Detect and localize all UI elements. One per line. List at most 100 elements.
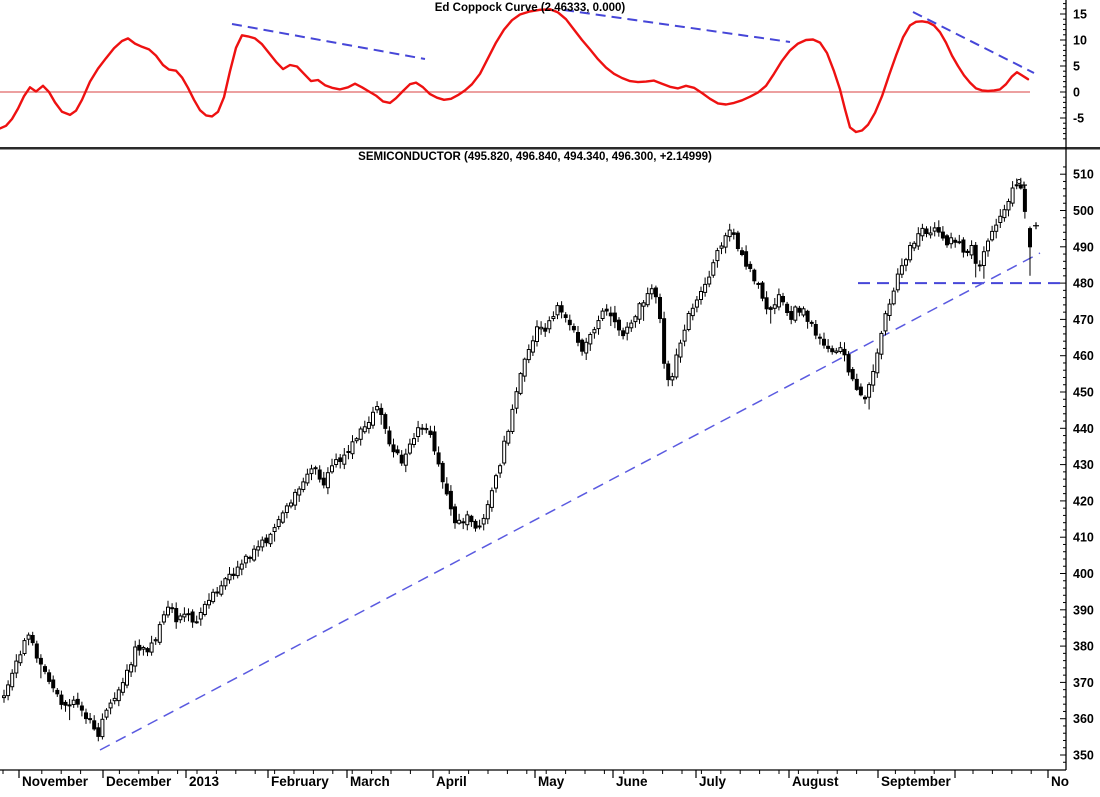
- candle: [108, 702, 113, 709]
- candle: [313, 467, 318, 470]
- price-tick-label: 420: [1073, 494, 1094, 508]
- candle: [436, 452, 441, 465]
- candle: [88, 718, 93, 721]
- candle: [75, 698, 80, 705]
- x-axis-month-label: December: [106, 774, 172, 789]
- x-axis-month-label: August: [792, 774, 839, 789]
- candle: [153, 639, 158, 642]
- price-tick-label: 500: [1073, 204, 1094, 218]
- candle: [834, 350, 839, 353]
- candle: [22, 640, 27, 654]
- candle: [973, 244, 978, 264]
- candle: [243, 555, 248, 564]
- candle: [1018, 184, 1023, 189]
- candle: [514, 391, 519, 409]
- x-axis-month-label: June: [616, 774, 648, 789]
- candle: [858, 386, 863, 396]
- candle: [797, 307, 802, 313]
- candle: [649, 288, 654, 295]
- candle: [26, 634, 31, 640]
- candle: [678, 342, 683, 358]
- candle: [645, 293, 650, 306]
- candle: [863, 396, 867, 400]
- candle: [510, 408, 515, 432]
- candle: [809, 321, 814, 324]
- candle: [268, 533, 273, 545]
- candle: [1022, 188, 1027, 212]
- price-tick-label: 440: [1073, 422, 1094, 436]
- candle: [666, 363, 671, 381]
- candle: [71, 699, 76, 706]
- candle: [399, 454, 404, 464]
- candle: [371, 411, 375, 426]
- candle: [383, 414, 388, 429]
- candle: [694, 299, 699, 308]
- candle: [366, 422, 371, 429]
- candle: [309, 468, 314, 475]
- candle: [567, 319, 572, 326]
- candle: [612, 312, 617, 323]
- candle: [625, 326, 630, 334]
- price-tick-label: 480: [1073, 277, 1094, 291]
- candle: [571, 326, 576, 331]
- candle: [96, 727, 101, 737]
- price-tick-label: 470: [1073, 313, 1094, 327]
- candle: [289, 502, 293, 507]
- candle: [977, 264, 982, 267]
- candle: [707, 276, 712, 285]
- candle: [149, 642, 154, 653]
- candle: [59, 694, 64, 705]
- candle: [748, 263, 753, 269]
- candle: [305, 473, 310, 484]
- candle: [498, 465, 503, 474]
- candle: [18, 654, 23, 664]
- candle: [854, 378, 859, 390]
- candle: [178, 615, 183, 621]
- coppock-tick-label: 0: [1073, 86, 1080, 100]
- candle: [424, 428, 429, 431]
- candle: [112, 697, 117, 702]
- candle: [957, 241, 962, 244]
- candle: [444, 483, 449, 495]
- candle: [768, 307, 773, 310]
- candle: [494, 475, 498, 489]
- candle: [272, 527, 277, 532]
- candle: [166, 606, 170, 616]
- candle: [34, 643, 39, 659]
- candlestick-series: [2, 177, 1032, 742]
- candle: [420, 427, 425, 430]
- x-axis-month-label: 2013: [189, 774, 220, 789]
- candle: [727, 229, 732, 238]
- candle: [576, 332, 580, 343]
- candle: [350, 441, 355, 455]
- candle: [145, 648, 150, 653]
- doji-circle-marker: [1016, 178, 1022, 184]
- candle: [789, 311, 794, 320]
- candle: [744, 251, 749, 267]
- candle: [170, 607, 175, 610]
- candle: [1014, 184, 1019, 187]
- candle: [137, 644, 142, 651]
- candle: [473, 520, 478, 529]
- candle: [502, 440, 507, 464]
- price-tick-label: 430: [1073, 458, 1094, 472]
- coppock-tick-label: 5: [1073, 60, 1080, 74]
- x-axis-month-label: No: [1051, 774, 1069, 789]
- candle: [284, 505, 289, 513]
- x-axis-month-label: September: [881, 774, 952, 789]
- candle: [47, 672, 52, 682]
- candle: [321, 477, 326, 486]
- candle: [412, 438, 416, 446]
- price-tick-label: 450: [1073, 386, 1094, 400]
- candle: [338, 457, 343, 462]
- candle: [600, 310, 605, 320]
- candle: [354, 438, 359, 442]
- candle: [846, 354, 851, 373]
- candle: [182, 613, 187, 618]
- candle: [559, 305, 564, 313]
- candle: [43, 666, 47, 672]
- candle: [703, 283, 708, 293]
- candle: [530, 340, 535, 353]
- candle: [141, 647, 146, 650]
- candle: [731, 232, 736, 235]
